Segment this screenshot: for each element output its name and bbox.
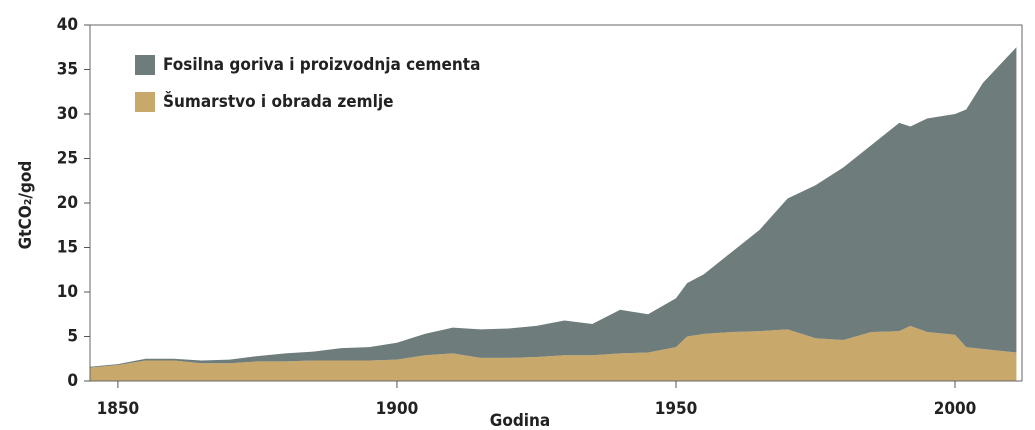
legend-label: Šumarstvo i obrada zemlje [163,90,393,112]
x-axis-label: Godina [490,411,550,430]
x-tick-label: 1950 [655,399,698,419]
y-axis-label: GtCO₂/god [16,161,36,250]
legend-swatch [135,92,155,112]
y-tick-label: 40 [57,15,78,35]
y-tick-label: 30 [57,104,78,124]
y-tick-label: 10 [57,282,78,302]
y-tick-label: 5 [67,327,78,347]
y-tick-label: 25 [57,149,78,169]
y-tick-label: 35 [57,60,78,80]
area [90,325,1017,381]
x-tick-label: 1900 [376,399,419,419]
x-tick-label: 2000 [934,399,977,419]
legend-label: Fosilna goriva i proizvodnja cementa [163,55,480,75]
area [90,47,1017,368]
legend-swatch [135,55,155,75]
y-tick-label: 20 [57,193,78,213]
y-tick-label: 0 [67,371,78,391]
y-tick-label: 15 [57,238,78,258]
x-tick-label: 1850 [97,399,140,419]
